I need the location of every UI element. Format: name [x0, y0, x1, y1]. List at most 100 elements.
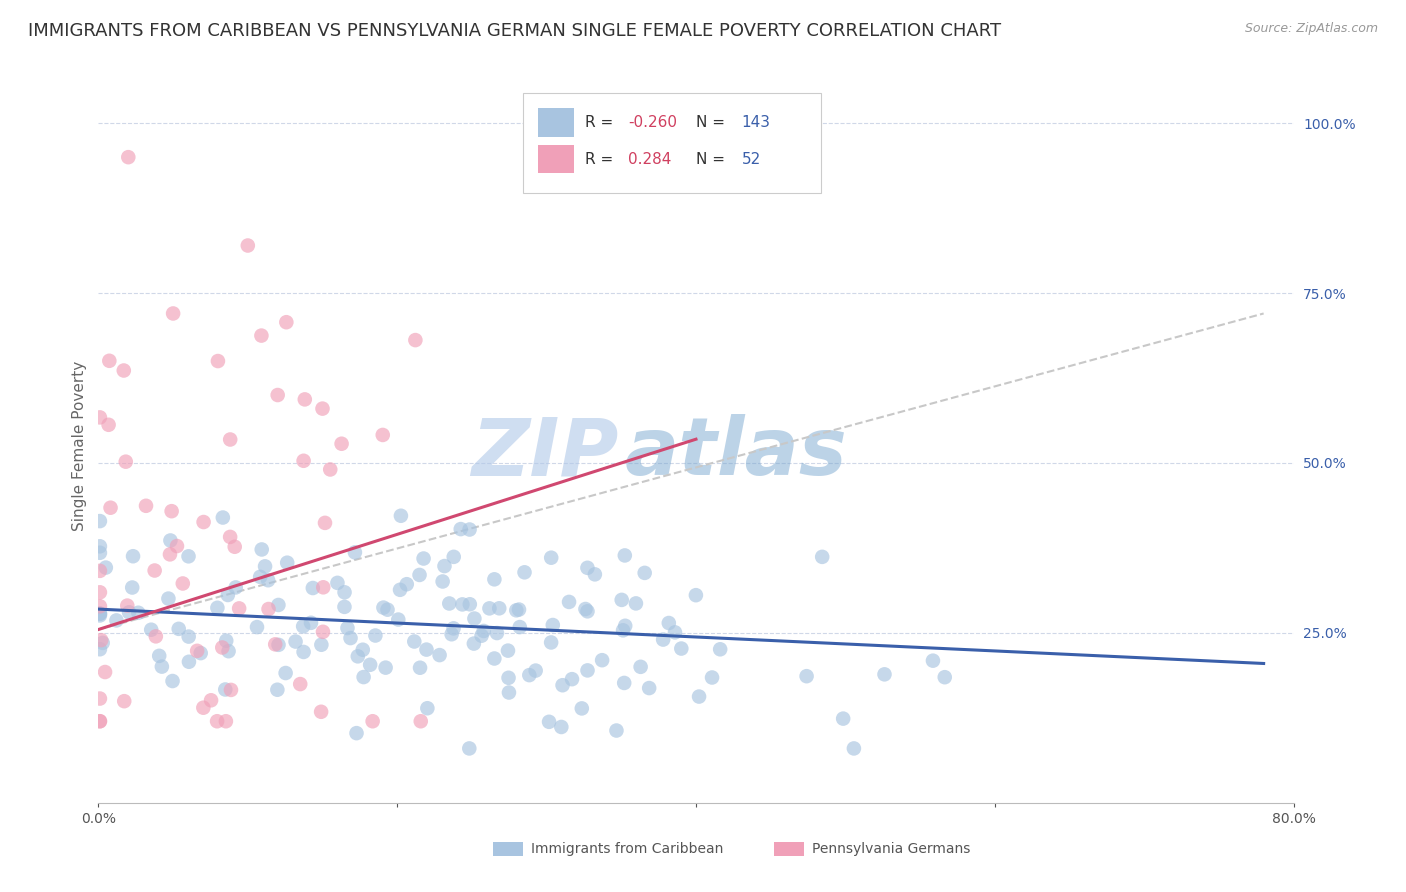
Point	[292, 645, 315, 659]
Point	[266, 682, 288, 697]
Point	[485, 626, 508, 640]
Point	[314, 516, 336, 530]
FancyBboxPatch shape	[523, 93, 821, 193]
Point	[193, 700, 215, 714]
Text: atlas: atlas	[624, 414, 846, 492]
Point	[484, 572, 506, 586]
Point	[404, 634, 426, 648]
Point	[458, 597, 481, 611]
Point	[225, 581, 247, 595]
Point	[811, 549, 834, 564]
Point	[94, 560, 117, 574]
Point	[346, 726, 368, 740]
Point	[309, 705, 332, 719]
Point	[89, 642, 111, 657]
Point	[842, 741, 865, 756]
Point	[89, 539, 111, 553]
Point	[284, 634, 307, 648]
Point	[498, 685, 520, 699]
Point	[200, 693, 222, 707]
Point	[352, 642, 374, 657]
Point	[343, 545, 366, 559]
Point	[671, 641, 693, 656]
Point	[190, 646, 212, 660]
Point	[276, 556, 298, 570]
Point	[498, 671, 520, 685]
Point	[389, 582, 412, 597]
Text: 52: 52	[741, 152, 761, 167]
Point	[583, 567, 606, 582]
Point	[214, 682, 236, 697]
Point	[429, 648, 451, 662]
Point	[922, 654, 945, 668]
Point	[416, 701, 439, 715]
Point	[443, 621, 465, 635]
Point	[605, 723, 627, 738]
Point	[934, 670, 956, 684]
Point	[267, 388, 290, 402]
Point	[112, 363, 135, 377]
Point	[450, 522, 472, 536]
Y-axis label: Single Female Poverty: Single Female Poverty	[72, 361, 87, 531]
Point	[90, 633, 112, 648]
Point	[89, 546, 111, 560]
Point	[122, 549, 145, 564]
Point	[517, 668, 540, 682]
Point	[228, 601, 250, 615]
Text: IMMIGRANTS FROM CARIBBEAN VS PENNSYLVANIA GERMAN SINGLE FEMALE POVERTY CORRELATI: IMMIGRANTS FROM CARIBBEAN VS PENNSYLVANI…	[28, 22, 1001, 40]
Point	[219, 433, 242, 447]
Point	[177, 630, 200, 644]
Point	[94, 665, 117, 679]
Point	[89, 410, 111, 425]
Point	[159, 533, 181, 548]
Point	[591, 653, 613, 667]
Point	[290, 677, 312, 691]
Point	[89, 599, 111, 614]
Point	[267, 638, 290, 652]
Point	[451, 598, 474, 612]
Point	[135, 499, 157, 513]
Point	[172, 576, 194, 591]
Point	[236, 238, 259, 252]
Point	[458, 741, 481, 756]
Point	[505, 603, 527, 617]
Point	[246, 620, 269, 634]
Point	[219, 530, 242, 544]
Point	[443, 549, 465, 564]
Text: Pennsylvania Germans: Pennsylvania Germans	[811, 842, 970, 856]
Point	[524, 664, 547, 678]
Text: R =: R =	[585, 152, 623, 167]
Point	[538, 714, 561, 729]
Point	[160, 504, 183, 518]
Point	[513, 566, 536, 580]
Point	[162, 306, 184, 320]
Point	[219, 682, 242, 697]
Point	[177, 655, 200, 669]
Point	[576, 664, 599, 678]
Point	[571, 701, 593, 715]
Point	[439, 597, 461, 611]
Point	[540, 550, 562, 565]
Point	[211, 510, 233, 524]
Point	[558, 595, 581, 609]
Point	[709, 642, 731, 657]
Point	[614, 619, 637, 633]
Point	[166, 539, 188, 553]
Point	[488, 601, 510, 615]
Point	[409, 714, 432, 729]
Point	[319, 462, 342, 476]
Point	[346, 649, 368, 664]
Point	[250, 328, 273, 343]
Point	[412, 551, 434, 566]
FancyBboxPatch shape	[538, 145, 574, 173]
Point	[105, 614, 128, 628]
Point	[364, 628, 387, 642]
Point	[145, 629, 167, 643]
Point	[299, 615, 322, 630]
Point	[333, 585, 356, 599]
Point	[217, 588, 239, 602]
Point	[472, 624, 495, 638]
Point	[576, 561, 599, 575]
Text: R =: R =	[585, 115, 619, 130]
Point	[371, 428, 394, 442]
